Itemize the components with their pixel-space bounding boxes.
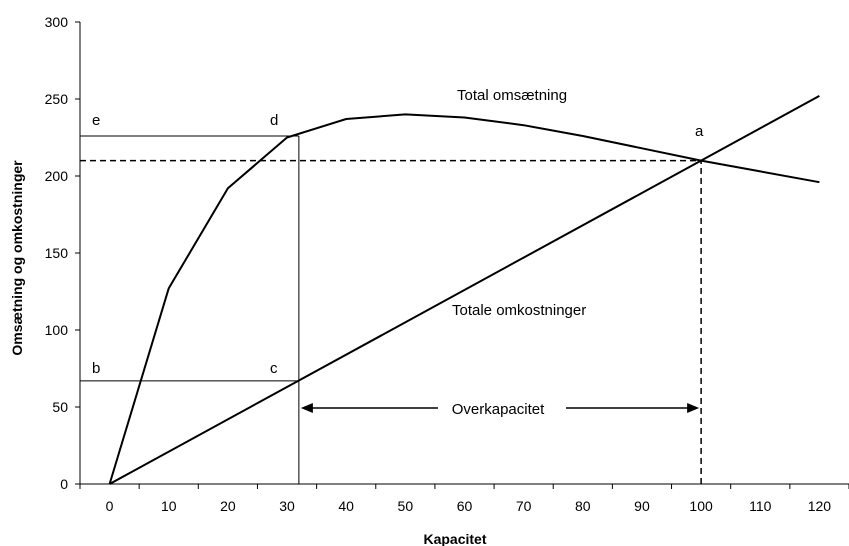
annotations: Total omsætning Totale omkostninger a b …	[92, 87, 704, 418]
point-label-a: a	[695, 123, 704, 140]
reference-lines	[80, 135, 702, 484]
x-tick-label: 100	[689, 498, 713, 514]
y-axis-title: Omsætning og omkostninger	[9, 160, 25, 356]
overkapacitet-label: Overkapacitet	[452, 401, 545, 418]
series-line-totale-omkostninger	[109, 95, 820, 485]
x-tick-label: 40	[338, 498, 354, 514]
x-axis-title: Kapacitet	[423, 531, 486, 546]
x-tick-label: 80	[575, 498, 591, 514]
x-tick-label: 90	[634, 498, 650, 514]
axes: 0 50 100 150 200 250 300 0 10 20 30 40 50 60 70 80 90 100…	[45, 14, 849, 514]
point-label-e: e	[92, 112, 100, 129]
point-label-d: d	[270, 112, 278, 129]
series-label-totale-omkostninger: Totale omkostninger	[452, 302, 586, 319]
y-tick-label: 50	[52, 399, 68, 415]
series-lines	[108, 95, 820, 485]
x-tick-label: 20	[220, 498, 236, 514]
arrowhead-right-icon	[687, 403, 700, 413]
x-tick-label: 10	[161, 498, 177, 514]
overkapacitet-arrow	[300, 403, 700, 413]
arrowhead-left-icon	[300, 403, 313, 413]
series-label-total-omsaetning: Total omsætning	[457, 87, 567, 104]
x-tick-label: 70	[516, 498, 532, 514]
x-tick-label: 0	[106, 498, 114, 514]
point-label-c: c	[270, 360, 278, 377]
y-tick-label: 100	[45, 322, 69, 338]
y-tick-label: 250	[45, 91, 69, 107]
x-tick-label: 50	[398, 498, 414, 514]
x-tick-label: 60	[457, 498, 473, 514]
y-tick-label: 150	[45, 245, 69, 261]
series-line-total-omsaetning	[108, 113, 820, 485]
y-tick-label: 0	[60, 476, 68, 492]
x-tick-label: 30	[279, 498, 295, 514]
point-label-b: b	[92, 360, 100, 377]
y-tick-label: 300	[45, 14, 69, 30]
x-tick-label: 120	[808, 498, 832, 514]
y-tick-label: 200	[45, 168, 69, 184]
x-tick-label: 110	[749, 498, 772, 514]
